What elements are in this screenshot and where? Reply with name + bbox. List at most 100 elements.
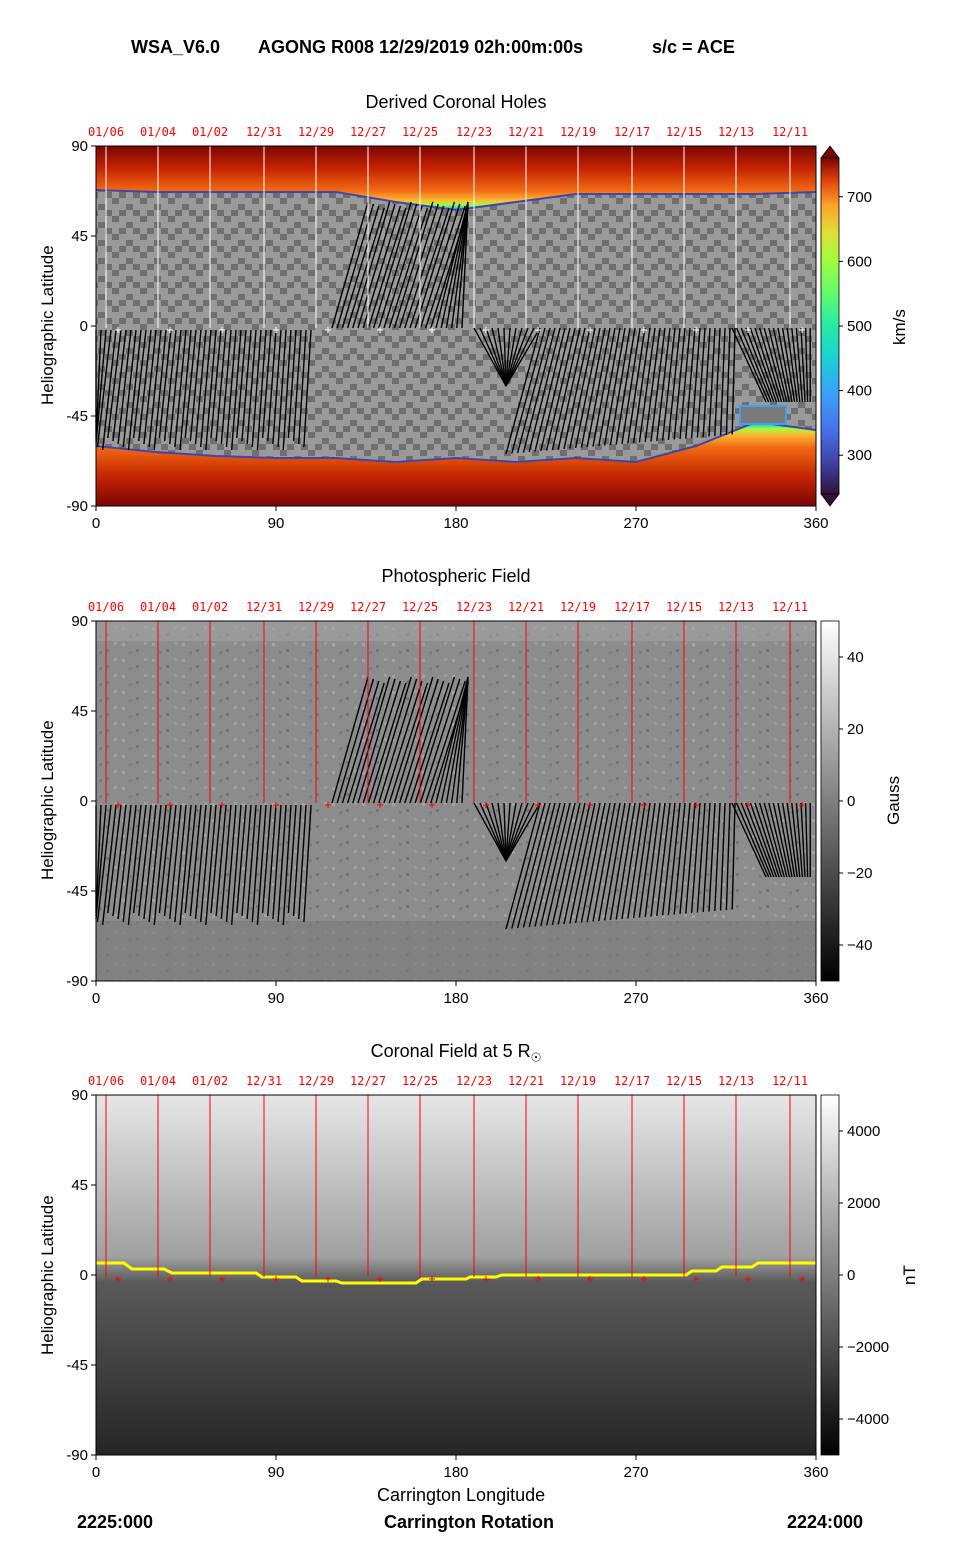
y-tick-label: 90: [71, 1087, 88, 1104]
subearth-marker: [799, 802, 805, 808]
field-line: [378, 678, 418, 804]
field-line: [731, 327, 736, 435]
field-line: [714, 802, 721, 912]
field-line: [393, 676, 434, 804]
field-line: [505, 327, 511, 387]
field-line: [667, 327, 681, 441]
field-line: [511, 802, 546, 929]
field-line: [153, 804, 167, 926]
date-label: 12/15: [666, 600, 702, 614]
subearth-marker: [587, 1276, 593, 1282]
subearth-marker: [429, 327, 435, 333]
field-line: [763, 802, 785, 878]
field-line: [632, 327, 651, 444]
date-label: 01/06: [88, 600, 124, 614]
field-line: [758, 802, 783, 878]
y-tick-label: 45: [71, 1177, 88, 1194]
small-coronal-hole: [739, 405, 787, 425]
panel-1: 01/06 01/04 01/02 12/31 12/29 12/27 12/25 12/23…: [66, 125, 872, 532]
field-line: [632, 802, 651, 919]
field-line: [735, 327, 770, 403]
field-line: [95, 804, 107, 920]
field-line: [383, 205, 423, 329]
field-line: [456, 676, 469, 804]
colorbar-gradient: [820, 620, 840, 982]
field-line: [184, 329, 197, 439]
field-line: [409, 682, 450, 804]
field-line: [138, 804, 152, 917]
field-line: [331, 676, 369, 804]
field-line: [383, 680, 423, 804]
field-line: [800, 802, 806, 878]
field-line: [210, 329, 222, 439]
date-label: 01/04: [140, 1074, 176, 1088]
date-label: 12/21: [508, 1074, 544, 1088]
field-line: [516, 802, 551, 929]
field-line: [638, 802, 656, 918]
subearth-marker: [273, 802, 279, 808]
colorbar-tick-label: 20: [847, 721, 864, 738]
date-label: 12/29: [298, 1074, 334, 1088]
field-line: [246, 329, 257, 445]
field-line: [545, 327, 576, 451]
field-line: [650, 802, 666, 917]
field-line: [461, 203, 469, 329]
x-tick-label: 270: [623, 1464, 648, 1481]
y-tick-label: -45: [66, 408, 88, 425]
field-line: [763, 327, 785, 403]
field-line: [740, 327, 772, 403]
field-line: [731, 802, 736, 910]
field-line: [194, 329, 207, 445]
field-line: [473, 802, 507, 862]
field-line: [557, 327, 586, 450]
field-line: [574, 802, 601, 924]
field-line: [497, 327, 507, 387]
south-fast-wind-region: [96, 422, 816, 506]
colorbar-tick-label: 400: [847, 383, 872, 400]
x-tick-label: 180: [443, 515, 468, 532]
y-tick-label: 90: [71, 138, 88, 155]
field-line: [725, 802, 731, 911]
field-line: [419, 203, 461, 329]
field-line: [603, 327, 626, 446]
y-tick-label: -90: [66, 973, 88, 990]
date-label: 12/15: [666, 125, 702, 139]
colorbar-min-arrow: [820, 493, 840, 507]
field-line: [745, 327, 775, 403]
field-line: [101, 329, 117, 451]
date-labels: 01/06 01/04 01/02 12/31 12/29 12/27 12/25 12/23…: [88, 125, 808, 139]
field-line: [122, 329, 137, 448]
subearth-marker: [377, 802, 383, 808]
field-line: [781, 327, 796, 403]
field-line: [287, 329, 297, 439]
field-line: [772, 327, 791, 403]
field-line: [424, 205, 466, 329]
field-line: [714, 327, 721, 437]
field-line: [282, 804, 292, 926]
x-tick-label: 90: [268, 515, 285, 532]
field-line: [435, 201, 469, 329]
field-line: [505, 802, 523, 862]
date-marker-lines: [105, 146, 805, 333]
field-line: [503, 802, 507, 862]
field-line: [580, 802, 606, 923]
field-line: [117, 329, 132, 445]
colorbar: 700 600 500 400 300: [820, 145, 872, 507]
subearth-marker: [325, 802, 331, 808]
field-line: [679, 802, 691, 915]
field-line: [534, 802, 566, 927]
field-line: [331, 201, 369, 329]
y-tick-label: 45: [71, 703, 88, 720]
field-line: [777, 327, 793, 403]
field-line: [505, 802, 535, 862]
field-line: [236, 804, 247, 914]
south-polar-region: [96, 921, 816, 981]
field-line: [656, 802, 671, 917]
run-info: AGONG R008 12/29/2019 02h:00m:00s: [258, 37, 584, 57]
subearth-marker: [273, 1276, 279, 1282]
field-line: [644, 327, 661, 443]
field-line: [491, 802, 507, 862]
panel-2-title: Photospheric Field: [381, 566, 531, 586]
